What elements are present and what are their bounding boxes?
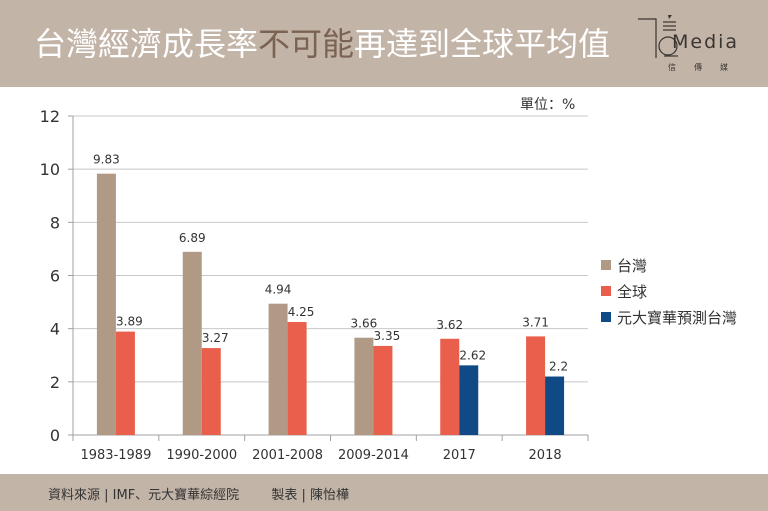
source-credit: 資料來源 | IMF、元大寶華綜經院 bbox=[48, 488, 240, 503]
data-label: 3.35 bbox=[374, 329, 401, 343]
bar-global bbox=[526, 336, 546, 435]
unit-label: 單位：% bbox=[520, 97, 576, 113]
x-tick-label: 2018 bbox=[529, 448, 562, 463]
y-tick-label: 10 bbox=[40, 160, 60, 179]
legend-swatch-global bbox=[601, 286, 611, 296]
logo-subtitle: 信傳媒 bbox=[668, 63, 746, 72]
x-tick-label: 2009-2014 bbox=[338, 448, 409, 463]
x-tick-label: 1990-2000 bbox=[166, 448, 237, 463]
legend-item-taiwan: 台灣 bbox=[601, 252, 737, 278]
bar-forecast bbox=[459, 365, 479, 435]
media-logo-icon bbox=[638, 15, 678, 58]
bar-global bbox=[440, 338, 460, 435]
title-part-1: 台灣經濟成長率 bbox=[34, 25, 259, 63]
legend-label-global: 全球 bbox=[617, 282, 648, 301]
logo-text: Media bbox=[672, 31, 740, 53]
data-label: 6.89 bbox=[179, 231, 206, 245]
legend-label-taiwan: 台灣 bbox=[617, 256, 648, 275]
x-tick-label: 2001-2008 bbox=[252, 448, 323, 463]
bar-global bbox=[287, 322, 307, 435]
bar-forecast bbox=[545, 376, 565, 435]
y-tick-label: 0 bbox=[50, 426, 60, 445]
data-label: 4.25 bbox=[288, 305, 315, 319]
title-highlight: 不可能 bbox=[258, 25, 355, 63]
data-label: 3.89 bbox=[116, 315, 143, 329]
data-label: 2.2 bbox=[549, 360, 568, 374]
bar-global bbox=[373, 345, 393, 435]
y-tick-label: 4 bbox=[50, 320, 60, 339]
legend-item-forecast: 元大寶華預測台灣 bbox=[601, 304, 737, 330]
bar-taiwan bbox=[182, 251, 202, 435]
data-label: 3.66 bbox=[351, 317, 378, 331]
bar-chart: 0 2 4 6 8 10 12 1983-1989 9.83 3.89 1990-2000 6.89 3… bbox=[40, 107, 589, 463]
bar-global bbox=[115, 331, 135, 435]
data-label: 3.71 bbox=[522, 315, 549, 329]
y-tick-label: 2 bbox=[50, 373, 60, 392]
page-title: 台灣經濟成長率不可能再達到全球平均值 bbox=[34, 22, 610, 66]
data-label: 4.94 bbox=[265, 283, 292, 297]
header-banner: 台灣經濟成長率不可能再達到全球平均值 Media 信傳媒 bbox=[0, 0, 768, 87]
y-tick-label: 12 bbox=[40, 107, 60, 126]
bar-taiwan bbox=[268, 303, 288, 435]
legend-item-global: 全球 bbox=[601, 278, 737, 304]
data-label: 3.62 bbox=[436, 318, 463, 332]
legend-swatch-taiwan bbox=[601, 260, 611, 270]
bar-global bbox=[201, 348, 221, 435]
footer-bar: 資料來源 | IMF、元大寶華綜經院 製表 | 陳怡樺 bbox=[0, 474, 768, 511]
data-label: 9.83 bbox=[93, 153, 120, 167]
legend-label-forecast: 元大寶華預測台灣 bbox=[617, 308, 738, 327]
author-credit: 製表 | 陳怡樺 bbox=[271, 488, 349, 503]
y-tick-label: 6 bbox=[50, 267, 60, 286]
bar-taiwan bbox=[96, 173, 116, 435]
data-label: 2.62 bbox=[459, 348, 486, 362]
x-tick-label: 2017 bbox=[443, 448, 476, 463]
title-part-2: 再達到全球平均值 bbox=[354, 25, 611, 63]
y-tick-label: 8 bbox=[50, 213, 60, 232]
footer-text: 資料來源 | IMF、元大寶華綜經院 製表 | 陳怡樺 bbox=[48, 484, 377, 503]
x-tick-label: 1983-1989 bbox=[80, 448, 151, 463]
chart-legend: 台灣 全球 元大寶華預測台灣 bbox=[601, 252, 737, 330]
legend-swatch-forecast bbox=[601, 312, 611, 322]
bar-taiwan bbox=[354, 337, 374, 435]
data-label: 3.27 bbox=[202, 331, 229, 345]
